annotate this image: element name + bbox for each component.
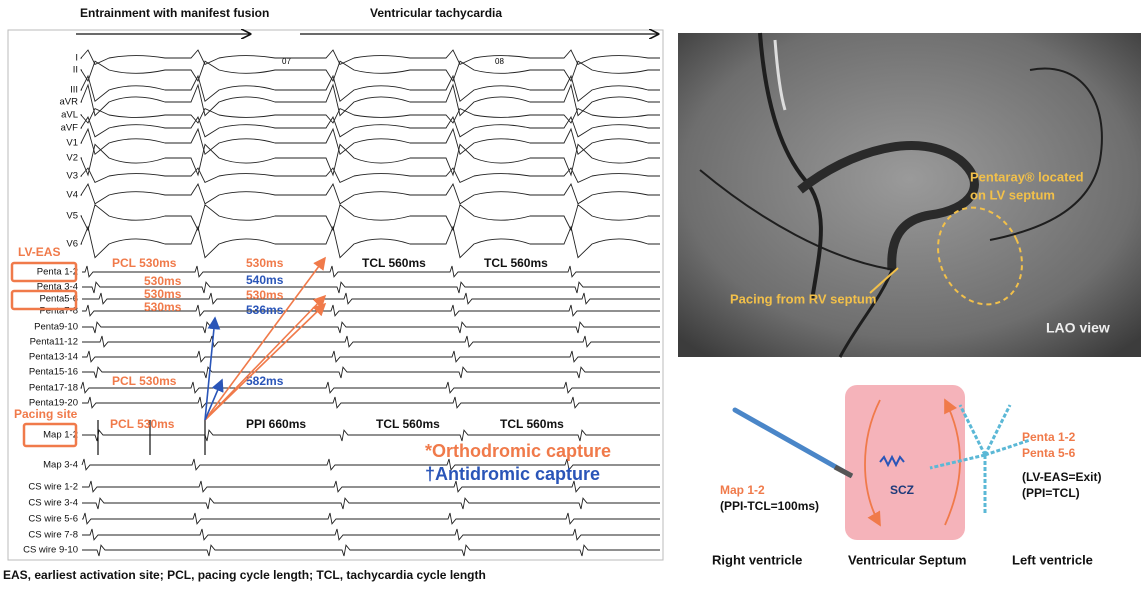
time-mark: 08 [495,57,504,66]
lead-label: V6 [66,239,78,250]
lead-label: aVL [61,110,78,121]
lead-label: Penta15-16 [29,367,78,378]
fluoro-label: Pentaray® located [970,169,1084,184]
vt-label: Ventricular tachycardia [370,6,502,20]
diagram-label: Left ventricle [1012,552,1093,567]
annotation: PCL 530ms [112,374,177,388]
caption: EAS, earliest activation site; PCL, paci… [3,568,486,582]
lead-label: aVF [61,123,79,134]
lead-label: V4 [66,190,78,201]
diagram-label: Right ventricle [712,552,802,567]
annotation: PCL 530ms [110,417,175,431]
fusion-label: Entrainment with manifest fusion [80,6,269,20]
annotation: 582ms [246,374,284,388]
fluoro-label: Pacing from RV septum [730,291,876,306]
lead-label: Penta7-8 [39,306,78,317]
lead-label: V3 [66,171,78,182]
map-catheter [735,410,850,475]
diagram-label: (LV-EAS=Exit) [1022,470,1101,484]
annotation: TCL 560ms [376,417,440,431]
annotation: 530ms [144,287,182,301]
lead-label: V2 [66,153,78,164]
lead-label: Penta11-12 [30,337,78,348]
annotation: TCL 560ms [500,417,564,431]
lead-label: CS wire 9-10 [23,545,78,556]
lead-label: CS wire 5-6 [28,514,78,525]
fluoro-image [678,33,1141,357]
diagram-label: Map 1-2 [720,483,765,497]
diagram-label: Ventricular Septum [848,552,966,567]
annotation: 530ms [144,300,182,314]
annotation: TCL 560ms [484,256,548,270]
figure: Entrainment with manifest fusion Ventric… [0,0,1141,584]
annotation: 530ms [144,274,182,288]
annotation: 530ms [246,288,284,302]
diagram-label: Penta 1-2 [1022,430,1076,444]
lead-label: I [75,53,78,64]
time-mark: 07 [282,57,291,66]
annotation: LV-EAS [18,245,60,259]
lead-label: Penta5-6 [39,294,78,305]
diagram-label: Penta 5-6 [1022,446,1076,460]
annotation: PCL 530ms [112,256,177,270]
lead-label: II [73,65,78,76]
lead-label: Map 3-4 [43,460,78,471]
lead-label: aVR [60,97,79,108]
lead-label: Penta17-18 [29,383,78,394]
annotation: TCL 560ms [362,256,426,270]
fluoro-label: on LV septum [970,187,1055,202]
lead-label: CS wire 1-2 [28,482,78,493]
diagram-label: SCZ [890,483,914,497]
annotation: 536ms [246,303,284,317]
lead-label: Penta13-14 [29,352,78,363]
diagram-label: (PPI=TCL) [1022,486,1080,500]
lead-label: CS wire 7-8 [28,530,78,541]
annotation: PPI 660ms [246,417,306,431]
lead-label: CS wire 3-4 [28,498,78,509]
annotation: *Orthodromic capture [425,441,611,461]
fluoro-label: LAO view [1046,320,1110,336]
lead-label: Penta 1-2 [37,267,78,278]
lead-label: III [70,85,78,96]
lead-label: Map 1-2 [43,430,78,441]
annotation: 530ms [246,256,284,270]
lead-label: V1 [66,138,78,149]
lead-label: V5 [66,211,78,222]
lead-label: Penta9-10 [34,322,78,333]
annotation: †Antidromic capture [425,464,600,484]
diagram-label: (PPI-TCL=100ms) [720,499,819,513]
annotation: 540ms [246,273,284,287]
annotation: Pacing site [14,407,78,421]
